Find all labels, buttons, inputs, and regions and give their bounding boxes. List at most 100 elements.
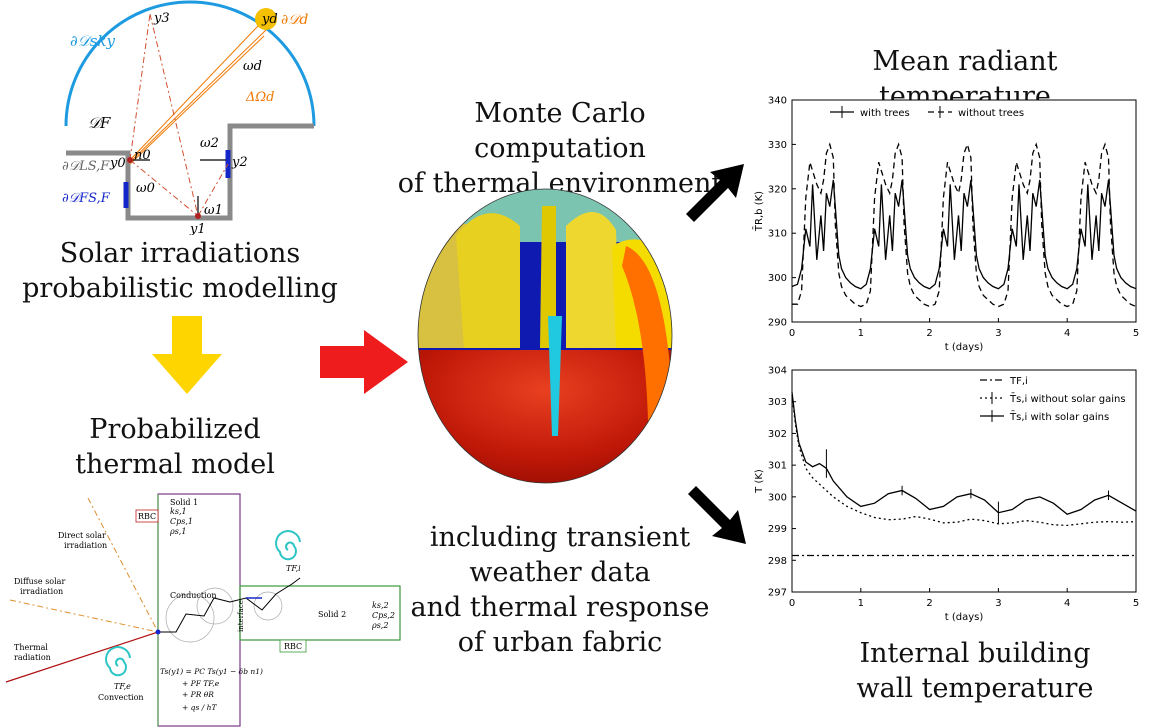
- direct-solar-ray: [87, 497, 159, 633]
- label-y0: y0: [109, 156, 126, 171]
- x-tick-label: 5: [1133, 598, 1139, 609]
- caption-incl-line4: of urban fabric: [457, 627, 663, 659]
- y-tick-label: 303: [768, 397, 787, 408]
- y-tick-label: 320: [768, 184, 787, 195]
- y-tick-label: 304: [768, 366, 787, 377]
- label-omega0: ω0: [136, 181, 155, 196]
- y-tick-label: 340: [768, 96, 787, 107]
- ray-direct-3: [129, 35, 265, 165]
- fisheye-thermal-render: [417, 188, 673, 484]
- x-tick-label: 1: [858, 598, 864, 609]
- x-tick-label: 5: [1133, 328, 1139, 339]
- building-center: [540, 206, 556, 348]
- series-line-1: [792, 142, 1137, 308]
- y-axis-label: T (K): [754, 469, 765, 494]
- label-sky: ∂𝒟sky: [70, 32, 116, 50]
- label-delta-omega: ΔΩd: [245, 90, 275, 105]
- solid1-cp: Cps,1: [170, 517, 193, 526]
- x-axis-label: t (days): [945, 612, 984, 623]
- diffuse-solar-label2: irradiation: [20, 587, 63, 596]
- yellow-arrow-down: [152, 316, 222, 394]
- label-dsl: ∂𝒟LS,F: [62, 159, 110, 174]
- ray-y3-y0: [129, 13, 151, 161]
- y-tick-label: 298: [768, 556, 787, 567]
- caption-incl-line2: weather data: [469, 557, 651, 589]
- label-y1: y1: [189, 222, 206, 235]
- equation-line3: + PR θR: [182, 690, 214, 699]
- arrow-down-right: [688, 486, 746, 544]
- walk-circle-1: [165, 593, 215, 643]
- convection-label: Convection: [98, 693, 144, 702]
- caption-prob-line2: thermal model: [75, 449, 275, 481]
- legend-label-1: without trees: [958, 108, 1024, 119]
- caption-incl-line3: and thermal response: [410, 592, 710, 624]
- y-tick-label: 300: [768, 492, 787, 503]
- label-y2: y2: [231, 155, 248, 170]
- equation-line2: + PF TF,e: [182, 679, 220, 688]
- walk-circle-2: [196, 587, 234, 625]
- wall-temperature-chart: 0 1 2 3 4 5 297 298 299 300 301 302 303 304 t (days) T …: [754, 366, 1139, 624]
- spiral-tfe: [105, 646, 131, 677]
- label-domain: 𝒟F: [88, 114, 111, 132]
- plot-frame: [791, 99, 1137, 323]
- ground: [418, 348, 672, 483]
- ray-direct-1: [129, 25, 259, 161]
- sky-arc: [64, 0, 316, 127]
- series-line-0: [791, 179, 1137, 290]
- conduction-label: Conduction: [170, 591, 217, 600]
- x-tick-label: 2: [926, 328, 932, 339]
- x-tick-label: 4: [1064, 328, 1070, 339]
- y-tick-label: 310: [768, 229, 787, 240]
- y-tick-label: 290: [768, 318, 787, 329]
- series-line-2: [791, 392, 1137, 516]
- point-y0: [127, 157, 133, 163]
- direct-solar-label2: irradiation: [64, 541, 107, 550]
- x-tick-label: 4: [1064, 598, 1070, 609]
- spiral-tfi: [275, 530, 301, 561]
- solid2-k: ks,2: [372, 601, 389, 610]
- equation-line1: Ts(y1) = PC Ts(y1 − δb n1): [160, 667, 263, 676]
- ray-y3: [149, 13, 199, 217]
- sun-disk: [255, 8, 277, 30]
- solar-geometry-diagram: ∂𝒟sky ∂𝒟d yd y3 ωd ΔΩd 𝒟F ω2 y2 n0 y0 ∂𝒟…: [62, 0, 316, 235]
- tfi-label: TF,i: [286, 564, 301, 573]
- legend-label-0: with trees: [860, 108, 910, 119]
- x-tick-label: 0: [789, 328, 795, 339]
- caption-wall-line1: Internal building: [859, 638, 1091, 669]
- y-tick-label: 297: [768, 588, 787, 599]
- solid2-cp: Cps,2: [372, 611, 395, 620]
- point-y1: [195, 213, 201, 219]
- red-arrow-right: [320, 330, 408, 394]
- caption-solar-line1: Solar irradiations: [59, 238, 301, 269]
- solid2-label: Solid 2: [318, 610, 346, 619]
- x-axis-label: t (days): [945, 342, 984, 353]
- x-tick-label: 1: [858, 328, 864, 339]
- rbc2-box: [279, 639, 307, 653]
- y-tick-label: 302: [768, 429, 787, 440]
- label-y3: y3: [153, 11, 170, 26]
- tfe-label: TF,e: [114, 682, 131, 691]
- legend-label-0: TF,i: [1009, 376, 1028, 387]
- thermal-radiation-ray: [5, 631, 159, 683]
- x-tick-label: 2: [926, 598, 932, 609]
- equation-line4: + qs / hT: [182, 703, 217, 712]
- caption-including: including transient weather data and the…: [410, 520, 710, 660]
- label-yd: yd: [261, 12, 278, 27]
- label-omega2: ω2: [200, 136, 219, 151]
- caption-incl-line1: including transient: [429, 522, 691, 553]
- walk-circle-3: [253, 591, 283, 621]
- legend-label-1: T̄s,i without solar gains: [1009, 392, 1126, 405]
- thermal-label2: radiation: [14, 653, 51, 662]
- x-tick-label: 0: [789, 598, 795, 609]
- y-tick-label: 300: [768, 273, 787, 284]
- caption-probabilized: Probabilized thermal model: [40, 412, 310, 482]
- y-axis-label: T̄R,b (K): [752, 191, 765, 232]
- diffuse-solar-label: Diffuse solar: [14, 577, 65, 586]
- solid2-rho: ρs,2: [371, 621, 388, 630]
- label-dsf: ∂𝒟FS,F: [62, 191, 111, 206]
- ray-y1-y2: [197, 163, 229, 217]
- label-omega-d: ωd: [243, 59, 262, 74]
- label-omega1: ω1: [204, 203, 223, 218]
- caption-mc-line1: Monte Carlo computation: [474, 98, 646, 165]
- rbc2-label: RBC: [284, 642, 302, 651]
